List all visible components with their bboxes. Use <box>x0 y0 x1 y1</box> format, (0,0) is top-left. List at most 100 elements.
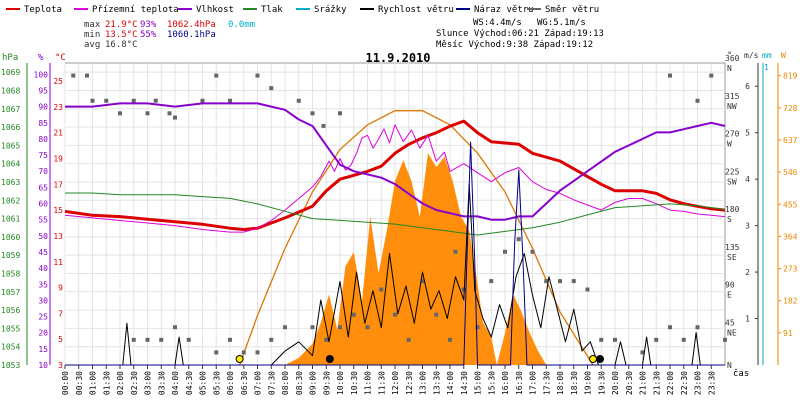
marker-layer <box>235 355 604 363</box>
axis-tick-humidity: 100 <box>34 70 49 79</box>
axis-tick-temp: 17 <box>53 180 63 189</box>
axis-tick-solar: 273 <box>783 265 798 274</box>
axis-tick-solar: 364 <box>783 232 798 241</box>
axis-tick-humidity: 80 <box>38 135 48 144</box>
axis-tick-time: 06:30 <box>240 371 249 395</box>
axis-tick-time: 09:00 <box>309 371 318 395</box>
axis-tick-temp: 15 <box>53 206 63 215</box>
wind-direction-point <box>453 249 458 254</box>
axis-tick-time: 22:30 <box>680 371 689 395</box>
axis-tick-speed: 4 <box>745 175 750 184</box>
wind-direction-point <box>365 325 370 330</box>
axis-tick-solar: 91 <box>783 329 793 338</box>
series-teplota <box>64 119 726 231</box>
axis-label-solar: W <box>781 51 786 60</box>
series-vlhkost <box>65 102 726 221</box>
axis-tick-temp: 11 <box>53 258 63 267</box>
axis-tick-time: 07:30 <box>267 371 276 395</box>
axis-tick-degrees: 315 <box>725 92 740 101</box>
wind-direction-point <box>321 123 326 128</box>
axis-tick-time: 08:30 <box>295 371 304 395</box>
axis-tick-time: 01:30 <box>102 371 111 395</box>
axis-tick-humidity: 35 <box>38 280 48 289</box>
axis-tick-time: 13:00 <box>419 371 428 395</box>
axis-tick-time: 18:00 <box>556 371 565 395</box>
wind-direction-point <box>186 337 191 342</box>
axis-tick-hpa: 1053 <box>1 361 20 370</box>
wind-direction-point <box>296 98 301 103</box>
wind-direction-point <box>324 337 329 342</box>
axis-tick-hpa: 1060 <box>1 233 20 242</box>
axis-tick-time: 02:00 <box>116 371 125 395</box>
wind-direction-point <box>668 325 672 330</box>
axis-tick-time: 07:00 <box>254 371 263 395</box>
axis-tick-time: 10:30 <box>350 371 359 395</box>
wind-direction-point <box>283 325 287 330</box>
axis-tick-degrees: 135 <box>725 243 740 252</box>
axis-tick-hpa: 1067 <box>1 105 20 114</box>
wind-direction-point <box>85 73 89 78</box>
legend-label: Vlhkost <box>196 5 234 15</box>
axis-tick-speed: 3 <box>745 222 750 231</box>
axis-tick-humidity: 40 <box>38 264 48 273</box>
legend-label: Směr větru <box>545 5 599 15</box>
series-p-zemn-teplota <box>64 124 726 233</box>
wind-direction-point <box>503 249 507 254</box>
axis-tick-degrees: 225 <box>725 167 740 176</box>
stat-max-label: max <box>84 20 101 30</box>
axis-tick-humidity: 95 <box>38 86 48 95</box>
axis-tick-hpa: 1061 <box>1 215 20 224</box>
axis-tick-time: 03:00 <box>144 371 153 395</box>
wind-direction-point <box>131 337 136 342</box>
axis-tick-speed: 1 <box>745 315 750 324</box>
axis-tick-humidity: 15 <box>38 345 48 354</box>
axis-tick-degrees: 45 <box>725 318 735 327</box>
wind-direction-point <box>255 73 260 78</box>
axis-tick-time: 11:30 <box>377 371 386 395</box>
axis-tick-time: 19:00 <box>584 371 593 395</box>
wind-direction-point <box>434 312 439 317</box>
wind-direction-point <box>393 312 397 317</box>
stat-max-temp: 21.9°C <box>105 20 138 30</box>
axis-label-rain: mm <box>762 51 772 60</box>
axis-tick-time: 18:30 <box>570 371 579 395</box>
axis-tick-humidity: 90 <box>38 103 48 112</box>
axis-tick-humidity: 20 <box>38 329 48 338</box>
axis-tick-time: 17:30 <box>542 371 551 395</box>
wind-direction-point <box>351 312 356 317</box>
wind-direction-point <box>90 98 95 103</box>
legend-label: Teplota <box>24 5 62 15</box>
axis-tick-humidity: 30 <box>38 296 48 305</box>
axis-label-speed: m/s <box>744 51 759 60</box>
stat-avg-temp: 16.8°C <box>105 40 138 50</box>
axis-tick-direction: SW <box>727 177 737 186</box>
axis-tick-time: 02:30 <box>130 371 139 395</box>
wind-direction-point <box>145 111 150 116</box>
axis-tick-time: 04:30 <box>185 371 194 395</box>
axis-tick-solar: 819 <box>783 72 798 81</box>
axis-tick-time: 23:00 <box>694 371 703 395</box>
axis-tick-direction: NE <box>727 328 737 337</box>
axis-tick-time: 16:30 <box>515 371 524 395</box>
axis-tick-direction: S <box>727 215 732 224</box>
axis-tick-hpa: 1062 <box>1 196 20 205</box>
axis-tick-hpa: 1056 <box>1 306 20 315</box>
axis-tick-time: 22:00 <box>666 371 675 395</box>
axis-tick-time: 12:30 <box>405 371 414 395</box>
series-n-raz-v-tru <box>65 141 725 366</box>
axis-tick-solar: 546 <box>783 168 798 177</box>
axis-tick-time: 23:30 <box>707 371 716 395</box>
sunrise-marker <box>235 355 244 363</box>
wind-direction-point <box>448 337 452 342</box>
wind-direction-point <box>131 98 136 103</box>
axis-tick-temp: 23 <box>53 103 63 112</box>
axis-tick-hpa: 1069 <box>1 68 20 77</box>
axis-tick-time: 21:30 <box>652 371 661 395</box>
axis-tick-hpa: 1054 <box>1 343 20 352</box>
wind-direction-point <box>654 337 659 342</box>
axis-tick-time: 14:30 <box>460 371 469 395</box>
axis-tick-time: 00:30 <box>75 371 84 395</box>
axis-tick-humidity: 75 <box>38 151 48 160</box>
sunset-marker <box>589 355 597 363</box>
legend-label: Tlak <box>261 5 283 15</box>
